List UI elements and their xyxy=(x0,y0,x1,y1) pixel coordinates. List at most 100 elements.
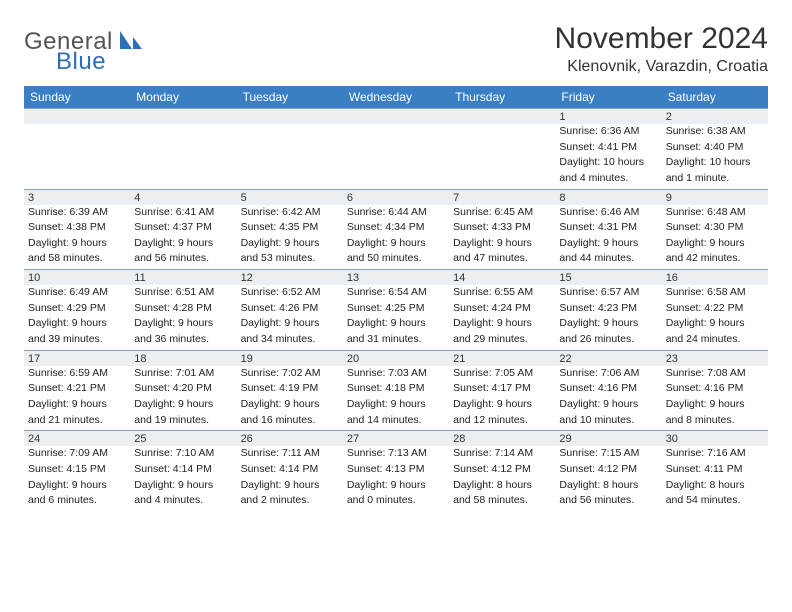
daylight-text: Daylight: 9 hours xyxy=(130,236,236,252)
daylight-text: Daylight: 9 hours xyxy=(343,316,449,332)
sunrise-text: Sunrise: 7:09 AM xyxy=(24,446,130,462)
daylight-text: Daylight: 9 hours xyxy=(343,397,449,413)
daylight-text: Daylight: 9 hours xyxy=(555,397,661,413)
day-number: 6 xyxy=(343,189,449,205)
daylight-text: and 4 minutes. xyxy=(130,493,236,511)
week-data-row: Sunset: 4:21 PMSunset: 4:20 PMSunset: 4:… xyxy=(24,381,768,397)
daylight-text: and 2 minutes. xyxy=(237,493,343,511)
week-daynum-row: 3456789 xyxy=(24,189,768,205)
daylight-text: Daylight: 9 hours xyxy=(555,236,661,252)
sunrise-text: Sunrise: 6:39 AM xyxy=(24,205,130,221)
day-number xyxy=(449,109,555,125)
sunrise-text: Sunrise: 6:54 AM xyxy=(343,285,449,301)
day-number xyxy=(237,109,343,125)
sunset-text xyxy=(24,140,130,156)
daylight-text: and 26 minutes. xyxy=(555,332,661,350)
daylight-text: and 39 minutes. xyxy=(24,332,130,350)
weekday-header: Tuesday xyxy=(237,86,343,109)
daylight-text: Daylight: 9 hours xyxy=(449,397,555,413)
daylight-text: Daylight: 8 hours xyxy=(555,478,661,494)
day-number: 14 xyxy=(449,270,555,286)
sunset-text: Sunset: 4:20 PM xyxy=(130,381,236,397)
daylight-text: Daylight: 9 hours xyxy=(449,316,555,332)
daylight-text xyxy=(449,171,555,189)
week-data-row: Daylight: 9 hoursDaylight: 9 hoursDaylig… xyxy=(24,397,768,413)
daylight-text: Daylight: 9 hours xyxy=(130,316,236,332)
sunset-text: Sunset: 4:30 PM xyxy=(662,220,768,236)
sunrise-text: Sunrise: 7:13 AM xyxy=(343,446,449,462)
sunset-text: Sunset: 4:29 PM xyxy=(24,301,130,317)
sunrise-text xyxy=(24,124,130,140)
daylight-text: and 36 minutes. xyxy=(130,332,236,350)
sunset-text: Sunset: 4:25 PM xyxy=(343,301,449,317)
daylight-text: Daylight: 9 hours xyxy=(449,236,555,252)
daylight-text: and 58 minutes. xyxy=(24,251,130,269)
day-number: 8 xyxy=(555,189,661,205)
day-number: 15 xyxy=(555,270,661,286)
daylight-text: Daylight: 9 hours xyxy=(662,316,768,332)
week-daynum-row: 10111213141516 xyxy=(24,270,768,286)
day-number: 21 xyxy=(449,350,555,366)
sunset-text: Sunset: 4:28 PM xyxy=(130,301,236,317)
sunset-text: Sunset: 4:23 PM xyxy=(555,301,661,317)
day-number: 22 xyxy=(555,350,661,366)
sunrise-text: Sunrise: 6:51 AM xyxy=(130,285,236,301)
sunset-text: Sunset: 4:41 PM xyxy=(555,140,661,156)
sunrise-text: Sunrise: 6:52 AM xyxy=(237,285,343,301)
day-number: 17 xyxy=(24,350,130,366)
day-number: 10 xyxy=(24,270,130,286)
daylight-text: and 16 minutes. xyxy=(237,413,343,431)
sunrise-text: Sunrise: 6:45 AM xyxy=(449,205,555,221)
week-data-row: Sunrise: 6:36 AMSunrise: 6:38 AM xyxy=(24,124,768,140)
week-data-row: Sunrise: 6:49 AMSunrise: 6:51 AMSunrise:… xyxy=(24,285,768,301)
sunset-text: Sunset: 4:14 PM xyxy=(130,462,236,478)
daylight-text: Daylight: 9 hours xyxy=(130,397,236,413)
daylight-text: Daylight: 9 hours xyxy=(237,316,343,332)
calendar-table: SundayMondayTuesdayWednesdayThursdayFrid… xyxy=(24,86,768,511)
sunrise-text: Sunrise: 7:06 AM xyxy=(555,366,661,382)
weekday-header: Monday xyxy=(130,86,236,109)
week-data-row: and 6 minutes.and 4 minutes.and 2 minute… xyxy=(24,493,768,511)
sunrise-text: Sunrise: 6:49 AM xyxy=(24,285,130,301)
month-title: November 2024 xyxy=(555,22,768,56)
week-data-row: and 4 minutes.and 1 minute. xyxy=(24,171,768,189)
sunset-text: Sunset: 4:34 PM xyxy=(343,220,449,236)
logo-text-blue: Blue xyxy=(56,48,106,75)
daylight-text xyxy=(130,155,236,171)
sunset-text: Sunset: 4:13 PM xyxy=(343,462,449,478)
daylight-text: and 50 minutes. xyxy=(343,251,449,269)
daylight-text: and 54 minutes. xyxy=(662,493,768,511)
sunset-text: Sunset: 4:35 PM xyxy=(237,220,343,236)
sunset-text: Sunset: 4:15 PM xyxy=(24,462,130,478)
daylight-text: Daylight: 9 hours xyxy=(130,478,236,494)
week-data-row: Daylight: 9 hoursDaylight: 9 hours Daylig… xyxy=(24,478,768,494)
sunset-text: Sunset: 4:22 PM xyxy=(662,301,768,317)
day-number: 11 xyxy=(130,270,236,286)
daylight-text: and 44 minutes. xyxy=(555,251,661,269)
week-data-row: Sunrise: 7:09 AMSunrise: 7:10 AMSunrise:… xyxy=(24,446,768,462)
sunrise-text: Sunrise: 7:16 AM xyxy=(662,446,768,462)
week-data-row: Sunrise: 6:39 AMSunrise: 6:41 AMSunrise:… xyxy=(24,205,768,221)
day-number: 23 xyxy=(662,350,768,366)
day-number: 27 xyxy=(343,431,449,447)
daylight-text xyxy=(24,155,130,171)
sunrise-text: Sunrise: 6:58 AM xyxy=(662,285,768,301)
sunrise-text xyxy=(237,124,343,140)
sunset-text: Sunset: 4:12 PM xyxy=(449,462,555,478)
day-number: 18 xyxy=(130,350,236,366)
daylight-text: Daylight: 9 hours xyxy=(237,478,343,494)
sunset-text: Sunset: 4:26 PM xyxy=(237,301,343,317)
daylight-text: and 58 minutes. xyxy=(449,493,555,511)
daylight-text: Daylight: 9 hours xyxy=(237,236,343,252)
day-number xyxy=(24,109,130,125)
sunset-text: Sunset: 4:16 PM xyxy=(555,381,661,397)
title-block: November 2024 Klenovnik, Varazdin, Croat… xyxy=(555,22,768,76)
day-number: 13 xyxy=(343,270,449,286)
week-data-row: Sunset: 4:15 PMSunset: 4:14 PM Sunset: 4:… xyxy=(24,462,768,478)
daylight-text xyxy=(343,155,449,171)
logo-blue-text-wrap: Blue xyxy=(56,48,106,76)
daylight-text: and 34 minutes. xyxy=(237,332,343,350)
week-daynum-row: 17181920212223 xyxy=(24,350,768,366)
daylight-text: and 6 minutes. xyxy=(24,493,130,511)
daylight-text: and 31 minutes. xyxy=(343,332,449,350)
